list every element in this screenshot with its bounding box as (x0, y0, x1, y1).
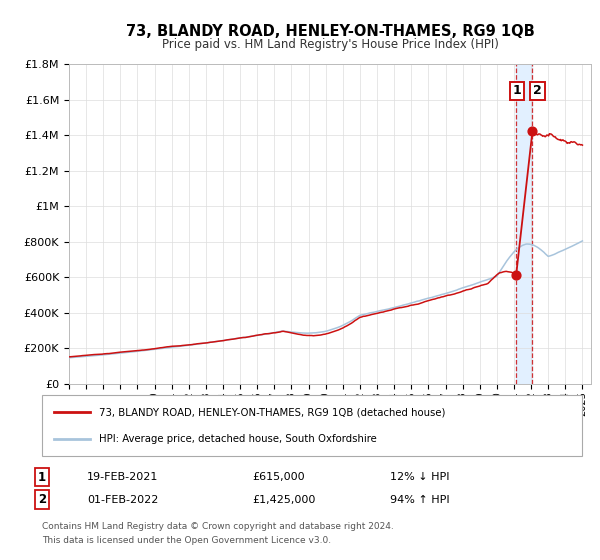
Text: Contains HM Land Registry data © Crown copyright and database right 2024.: Contains HM Land Registry data © Crown c… (42, 522, 394, 531)
Text: This data is licensed under the Open Government Licence v3.0.: This data is licensed under the Open Gov… (42, 536, 331, 545)
Point (527, 127, 537, 136)
Text: 19-FEB-2021: 19-FEB-2021 (87, 472, 158, 482)
Text: 01-FEB-2022: 01-FEB-2022 (87, 494, 158, 505)
Text: £615,000: £615,000 (252, 472, 305, 482)
Text: 2: 2 (38, 493, 46, 506)
Text: 73, BLANDY ROAD, HENLEY-ON-THAMES, RG9 1QB: 73, BLANDY ROAD, HENLEY-ON-THAMES, RG9 1… (125, 24, 535, 39)
Bar (516, 64, 532, 384)
Text: 73, BLANDY ROAD, HENLEY-ON-THAMES, RG9 1QB (detached house): 73, BLANDY ROAD, HENLEY-ON-THAMES, RG9 1… (99, 407, 445, 417)
Text: 12% ↓ HPI: 12% ↓ HPI (390, 472, 449, 482)
Point (511, 270, 521, 279)
Text: 1: 1 (512, 85, 521, 97)
Text: £1,425,000: £1,425,000 (252, 494, 316, 505)
Text: 1: 1 (38, 470, 46, 484)
Text: Price paid vs. HM Land Registry's House Price Index (HPI): Price paid vs. HM Land Registry's House … (161, 38, 499, 51)
Text: 2: 2 (533, 85, 542, 97)
Text: 94% ↑ HPI: 94% ↑ HPI (390, 494, 449, 505)
Text: HPI: Average price, detached house, South Oxfordshire: HPI: Average price, detached house, Sout… (99, 434, 377, 444)
